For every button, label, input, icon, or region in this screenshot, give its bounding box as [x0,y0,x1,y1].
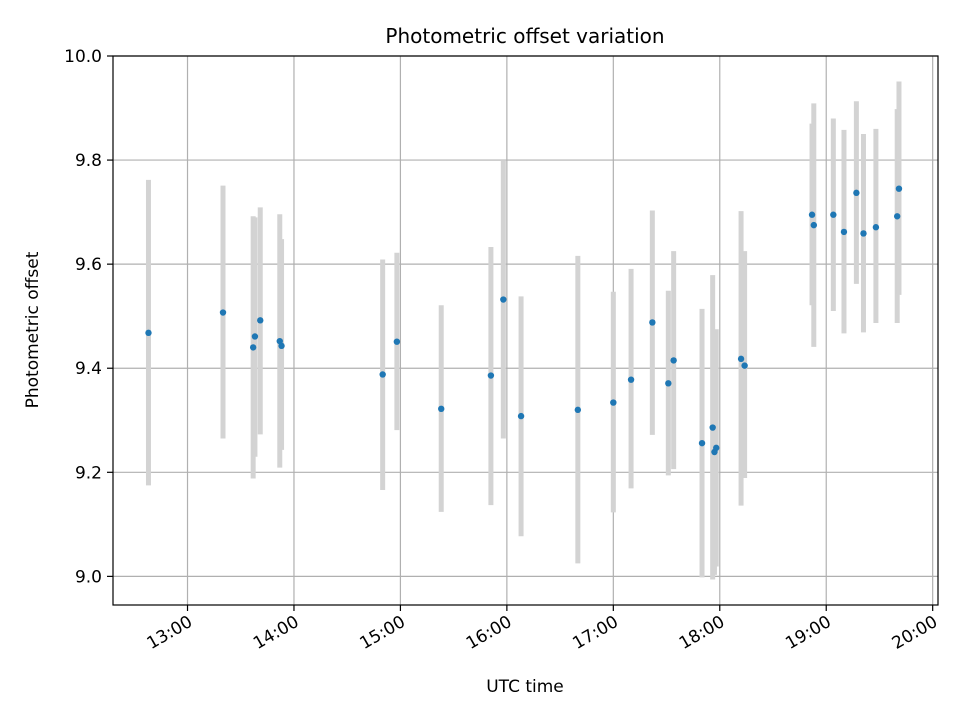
data-point [860,230,867,237]
data-point [670,357,677,364]
data-point [257,317,264,324]
chart-title: Photometric offset variation [385,24,664,48]
data-point [278,342,285,350]
y-tick-label: 9.4 [75,359,102,379]
data-point [895,185,903,192]
data-point [893,213,901,220]
data-point [517,412,525,420]
data-points [145,185,903,456]
y-tick-label: 9.8 [75,151,102,171]
data-point [379,371,386,378]
data-point [145,329,152,337]
data-point [810,221,818,229]
data-point [249,344,257,351]
x-axis-label: UTC time [486,677,564,697]
data-point [219,309,227,316]
data-point [830,211,837,218]
data-point [574,406,582,414]
y-tick-label: 9.2 [75,463,102,483]
data-point [649,319,656,326]
data-point [709,424,716,431]
data-point [251,333,259,340]
data-point [713,444,720,452]
y-axis-label: Photometric offset [23,251,43,408]
data-point [741,362,748,369]
y-tick-label: 10.0 [64,47,102,67]
data-point [438,405,445,413]
y-tick-label: 9.6 [75,255,102,275]
data-point [737,355,745,363]
data-point [500,296,507,303]
data-point [627,376,635,383]
plot-frame [112,55,939,606]
y-axis-ticks: 9.0 9.2 9.4 9.6 9.8 10.0 [64,47,113,587]
data-point [487,372,495,379]
data-point [665,380,672,387]
data-point [698,439,706,447]
data-point [872,224,880,231]
data-point [393,338,401,345]
data-point [853,189,860,197]
data-point [840,228,848,236]
data-point [610,399,617,406]
data-point [808,211,816,218]
y-tick-label: 9.0 [75,567,102,587]
